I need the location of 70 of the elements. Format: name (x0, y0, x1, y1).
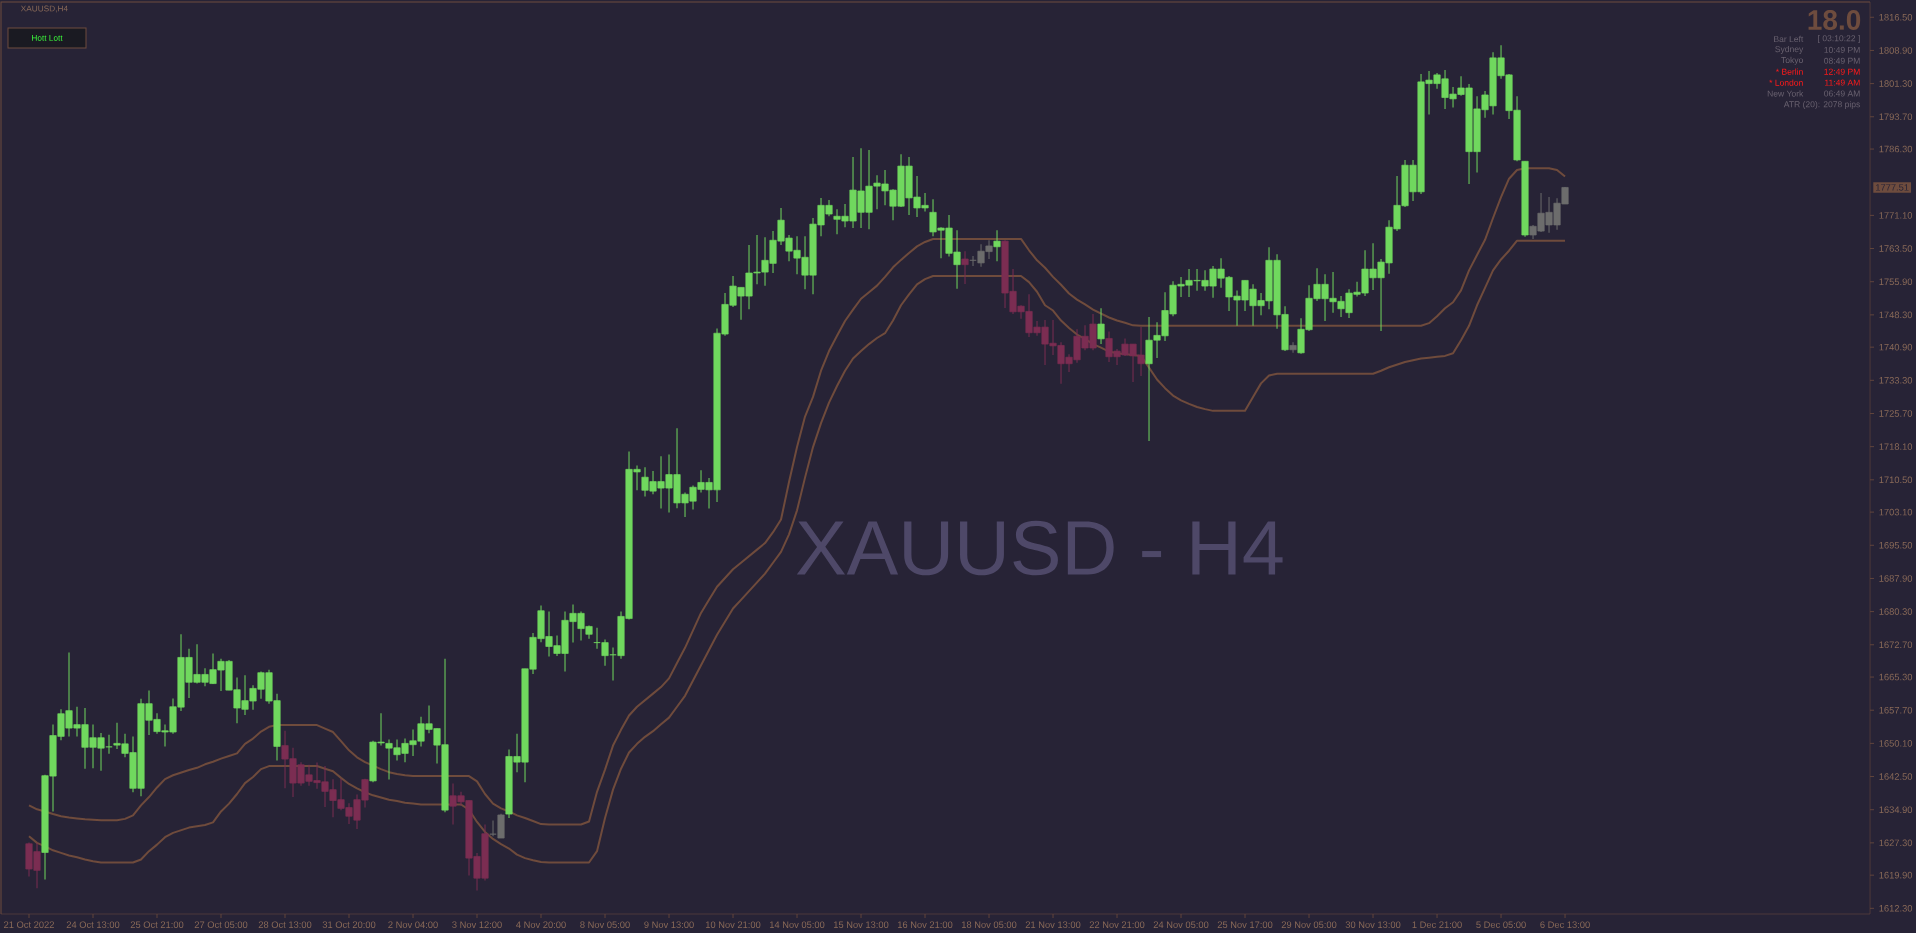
text: 06:49 AM (1824, 90, 1860, 97)
x-tick-label: 6 Dec 13:00 (1540, 921, 1590, 928)
x-tick-label: 25 Nov 17:00 (1217, 921, 1273, 928)
x-tick-label: 24 Oct 13:00 (66, 921, 120, 928)
y-tick-label: 1634.90 (1879, 806, 1913, 814)
text: 08:49 PM (1824, 57, 1860, 64)
x-tick-label: 8 Nov 05:00 (580, 921, 630, 928)
text: Tokyo (1781, 56, 1803, 65)
y-tick-label: 1763.50 (1879, 245, 1913, 252)
y-tick-label: 1687.90 (1879, 575, 1913, 582)
text: * Berlin (1775, 68, 1803, 75)
x-tick-label: 29 Nov 05:00 (1281, 921, 1337, 928)
text: Bar Left (1774, 35, 1804, 43)
x-tick-label: 30 Nov 13:00 (1345, 921, 1401, 928)
y-tick-label: 1680.30 (1879, 608, 1913, 615)
text: * London (1769, 79, 1803, 86)
text: 11:49 AM (1825, 79, 1860, 86)
y-tick-label: 1808.90 (1879, 47, 1913, 54)
y-tick-label: 1755.90 (1879, 278, 1913, 285)
y-tick-label: 1801.30 (1879, 80, 1913, 87)
x-tick-label: 5 Dec 05:00 (1476, 921, 1526, 928)
x-tick-label: 28 Oct 13:00 (258, 921, 312, 928)
x-tick-label: 18 Nov 05:00 (961, 921, 1017, 928)
y-tick-label: 1710.50 (1879, 476, 1913, 484)
candlestick (961, 250, 969, 285)
annotation: Hott Lott (32, 35, 63, 41)
x-tick-label: 1 Dec 21:00 (1412, 921, 1462, 928)
candlestick (1289, 341, 1297, 354)
x-tick-label: 9 Nov 13:00 (644, 921, 694, 928)
y-tick-label: 1665.30 (1879, 673, 1913, 681)
y-tick-label: 1703.10 (1879, 508, 1913, 516)
y-tick-label: 1816.50 (1879, 13, 1913, 21)
x-tick-label: 21 Oct 2022 (4, 921, 54, 928)
y-tick-label: 1642.50 (1879, 773, 1913, 780)
text: 1777.51 (1876, 184, 1909, 191)
x-tick-label: 16 Nov 21:00 (897, 921, 953, 928)
x-tick-label: 10 Nov 21:00 (705, 921, 761, 928)
candlestick (993, 229, 1001, 262)
text: 12:49 PM (1824, 68, 1860, 75)
x-tick-label: 27 Oct 05:00 (194, 921, 248, 928)
y-tick-label: 1740.90 (1879, 343, 1913, 351)
text: 18.0 (1808, 10, 1861, 30)
y-tick-label: 1786.30 (1879, 145, 1913, 153)
candlestick (1097, 307, 1105, 345)
x-tick-label: 31 Oct 20:00 (322, 921, 376, 928)
chart-title: XAUUSD,H4 (20, 5, 68, 13)
y-tick-label: 1695.50 (1879, 541, 1913, 549)
y-tick-label: 1733.30 (1879, 377, 1913, 384)
y-tick-label: 1771.10 (1879, 212, 1913, 219)
x-tick-label: 22 Nov 21:00 (1089, 921, 1145, 928)
x-tick-label: 21 Nov 13:00 (1025, 921, 1081, 928)
x-tick-label: 15 Nov 13:00 (833, 921, 889, 928)
y-tick-label: 1725.70 (1879, 410, 1913, 417)
x-tick-label: 24 Nov 05:00 (1153, 921, 1209, 928)
y-tick-label: 1657.70 (1879, 706, 1913, 714)
x-tick-label: 4 Nov 20:00 (516, 921, 566, 928)
y-tick-label: 1619.90 (1879, 871, 1913, 879)
y-tick-label: 1748.30 (1879, 311, 1913, 319)
text: Sydney (1775, 45, 1804, 54)
x-tick-label: 25 Oct 21:00 (130, 921, 184, 928)
y-tick-label: 1672.70 (1879, 641, 1913, 649)
x-tick-label: 2 Nov 04:00 (388, 921, 438, 928)
x-tick-label: 14 Nov 05:00 (769, 921, 825, 928)
text: [ 03:10:22 ] (1818, 35, 1860, 43)
x-tick-label: 3 Nov 12:00 (452, 921, 502, 928)
y-tick-label: 1627.30 (1879, 839, 1913, 847)
y-tick-label: 1718.10 (1879, 443, 1913, 450)
y-tick-label: 1793.70 (1879, 113, 1913, 121)
y-tick-label: 1650.10 (1879, 740, 1913, 747)
y-tick-label: 1612.30 (1879, 905, 1913, 912)
